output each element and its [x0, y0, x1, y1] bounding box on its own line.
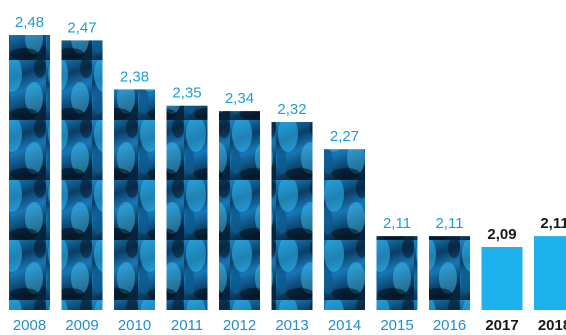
category-label-2010: 2010: [118, 317, 151, 334]
bar-2018: [534, 236, 566, 310]
bar-2016: [429, 236, 470, 310]
bar-2017: [481, 247, 523, 310]
category-label-2012: 2012: [223, 317, 256, 334]
category-label-2009: 2009: [65, 317, 98, 334]
category-label-2008: 2008: [13, 317, 46, 334]
bar-2012: [219, 111, 260, 310]
category-label-2011: 2011: [171, 317, 203, 334]
category-label-2015: 2015: [380, 317, 413, 334]
bar-2014: [324, 149, 365, 310]
bar-2010: [114, 89, 155, 311]
category-label-2017: 2017: [485, 317, 518, 334]
bar-2011: [166, 105, 208, 310]
value-label-2008: 2,48: [15, 14, 44, 31]
bar-2009: [61, 40, 103, 311]
value-label-2018: 2,11: [540, 215, 566, 232]
bar-2015: [376, 236, 418, 310]
value-label-2010: 2,38: [120, 68, 149, 85]
value-label-2012: 2,34: [225, 90, 254, 107]
bar-2013: [271, 122, 313, 310]
value-label-2014: 2,27: [330, 128, 359, 145]
value-label-2016: 2,11: [435, 215, 463, 232]
value-label-2017: 2,09: [487, 226, 516, 243]
value-label-2011: 2,35: [172, 85, 201, 102]
category-label-2018: 2018: [538, 317, 566, 334]
category-label-2014: 2014: [328, 317, 361, 334]
value-label-2013: 2,32: [277, 101, 306, 118]
value-label-2015: 2,11: [383, 215, 411, 232]
bar-2008: [9, 35, 50, 310]
category-label-2013: 2013: [275, 317, 308, 334]
category-label-2016: 2016: [433, 317, 466, 334]
value-label-2009: 2,47: [67, 19, 96, 36]
